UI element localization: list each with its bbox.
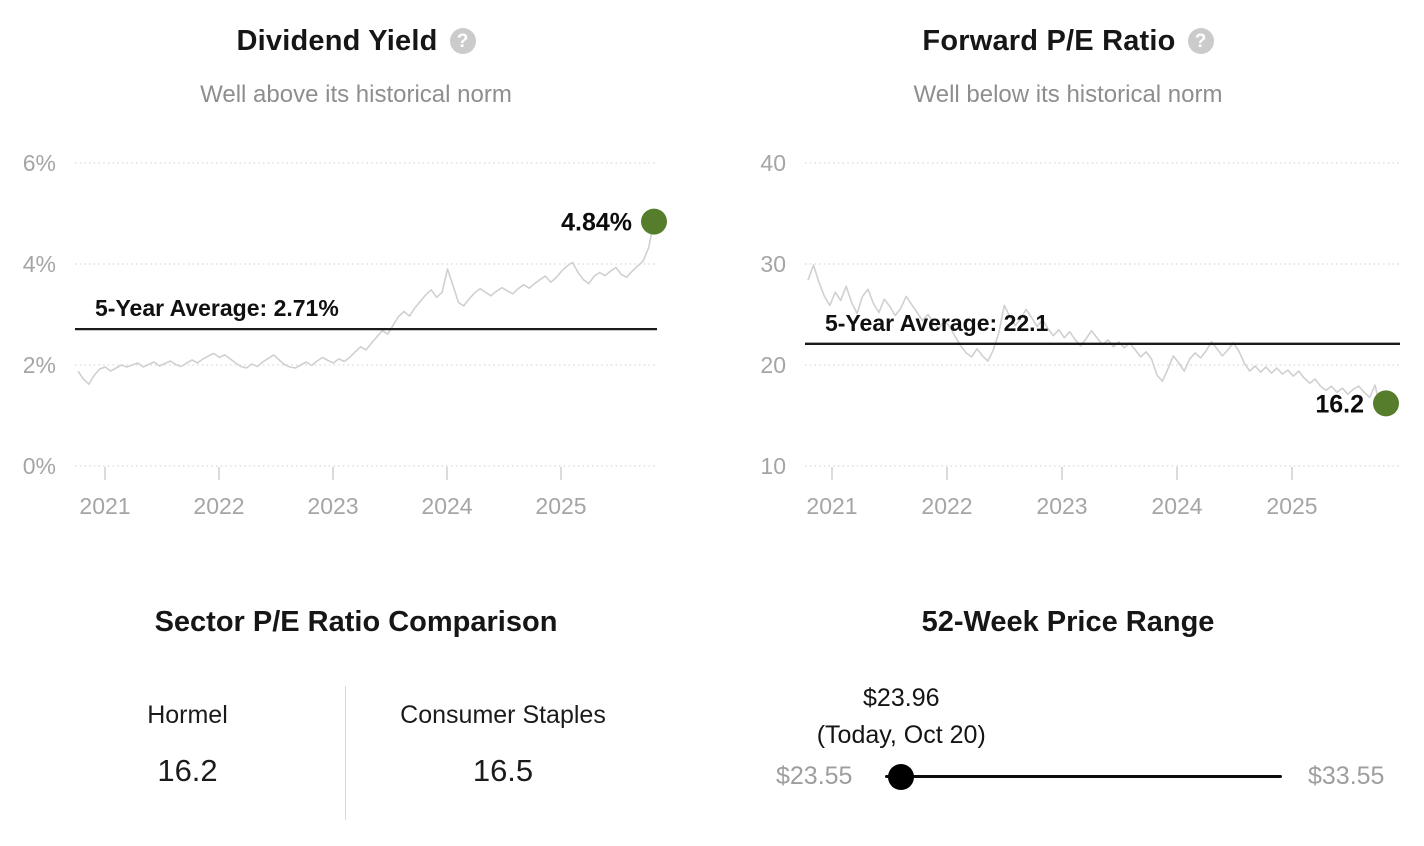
range-high-label: $33.55 xyxy=(1308,762,1385,790)
forward-pe-title: Forward P/E Ratio xyxy=(922,24,1176,57)
y-tick-label: 2% xyxy=(23,352,56,378)
dividend-yield-header: Dividend Yield ? xyxy=(0,24,712,58)
help-icon[interactable]: ? xyxy=(449,28,476,54)
current-value-dot xyxy=(641,208,667,235)
comparison-value: 16.2 xyxy=(157,753,218,788)
price-range-panel: 52-Week Price Range $23.96 (Today, Oct 2… xyxy=(712,0,1424,846)
x-tick-label: 2022 xyxy=(193,493,244,519)
y-tick-label: 30 xyxy=(760,251,786,277)
sector-comparison-title: Sector P/E Ratio Comparison xyxy=(154,606,558,638)
price-range-title: 52-Week Price Range xyxy=(921,606,1215,638)
comparison-cell-hormel: Hormel 16.2 xyxy=(30,686,345,820)
y-tick-label: 6% xyxy=(23,150,56,176)
current-price: $23.96 xyxy=(863,684,940,712)
average-label: 5-Year Average: 2.71% xyxy=(95,295,339,321)
average-label: 5-Year Average: 22.1 xyxy=(825,310,1049,336)
forward-pe-subtitle: Well below its historical norm xyxy=(913,81,1223,108)
y-tick-label: 40 xyxy=(760,150,786,176)
current-price-note: (Today, Oct 20) xyxy=(816,721,986,749)
comparison-cell-consumer-staples: Consumer Staples 16.5 xyxy=(345,686,660,820)
price-range-knob xyxy=(888,764,915,790)
x-tick-label: 2023 xyxy=(307,493,358,519)
comparison-value: 16.5 xyxy=(472,753,534,788)
forward-pe-header: Forward P/E Ratio ? xyxy=(712,24,1424,58)
x-tick-label: 2024 xyxy=(1151,493,1202,519)
current-value-dot xyxy=(1373,390,1399,417)
y-tick-label: 4% xyxy=(23,251,56,277)
range-low-label: $23.55 xyxy=(776,762,853,790)
current-value-label: 16.2 xyxy=(1315,390,1364,418)
x-tick-label: 2021 xyxy=(79,493,130,519)
comparison-label: Consumer Staples xyxy=(400,701,606,729)
x-tick-label: 2023 xyxy=(1036,493,1087,519)
current-price-block: $23.96 (Today, Oct 20) xyxy=(751,684,1051,750)
series-line xyxy=(77,221,655,385)
series-line xyxy=(807,264,1387,411)
forward-pe-panel: Forward P/E Ratio ? Well below its histo… xyxy=(712,0,1424,560)
dividend-yield-chart[interactable]: 0% 2% 4% 6% 2021 2022 2023 2024 2025 5-Year Avera… xyxy=(0,140,712,540)
sector-comparison-panel: Sector P/E Ratio Comparison Hormel 16.2 … xyxy=(30,606,660,820)
x-tick-label: 2021 xyxy=(806,493,857,519)
comparison-label: Hormel xyxy=(147,701,228,729)
x-tick-label: 2022 xyxy=(921,493,972,519)
current-value-label: 4.84% xyxy=(561,209,632,237)
y-tick-label: 10 xyxy=(760,453,786,479)
y-tick-label: 20 xyxy=(760,352,786,378)
x-tick-label: 2025 xyxy=(1266,493,1317,519)
dividend-yield-subtitle: Well above its historical norm xyxy=(200,81,512,108)
price-range-track xyxy=(885,775,1282,778)
help-icon[interactable]: ? xyxy=(1187,28,1214,54)
dividend-yield-panel: Dividend Yield ? Well above its historic… xyxy=(0,0,712,560)
forward-pe-chart[interactable]: 10 20 30 40 2021 2022 2023 2024 2025 5-Year Avera… xyxy=(712,140,1424,540)
x-tick-label: 2025 xyxy=(535,493,586,519)
sector-comparison-row: Hormel 16.2 Consumer Staples 16.5 xyxy=(30,686,660,820)
dividend-yield-title: Dividend Yield xyxy=(236,24,438,57)
x-tick-label: 2024 xyxy=(421,493,472,519)
y-tick-label: 0% xyxy=(23,453,56,479)
